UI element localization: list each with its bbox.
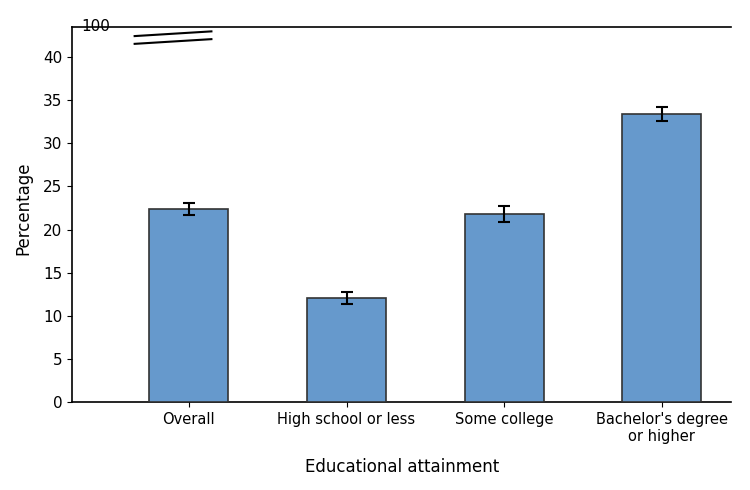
Bar xyxy=(307,298,386,402)
Y-axis label: Percentage: Percentage xyxy=(14,161,32,255)
Text: 100: 100 xyxy=(81,19,110,34)
Bar xyxy=(102,40,212,43)
Bar xyxy=(149,209,228,402)
X-axis label: Educational attainment: Educational attainment xyxy=(304,458,499,476)
Bar xyxy=(465,214,544,402)
Bar xyxy=(102,32,212,35)
Bar xyxy=(622,114,701,402)
